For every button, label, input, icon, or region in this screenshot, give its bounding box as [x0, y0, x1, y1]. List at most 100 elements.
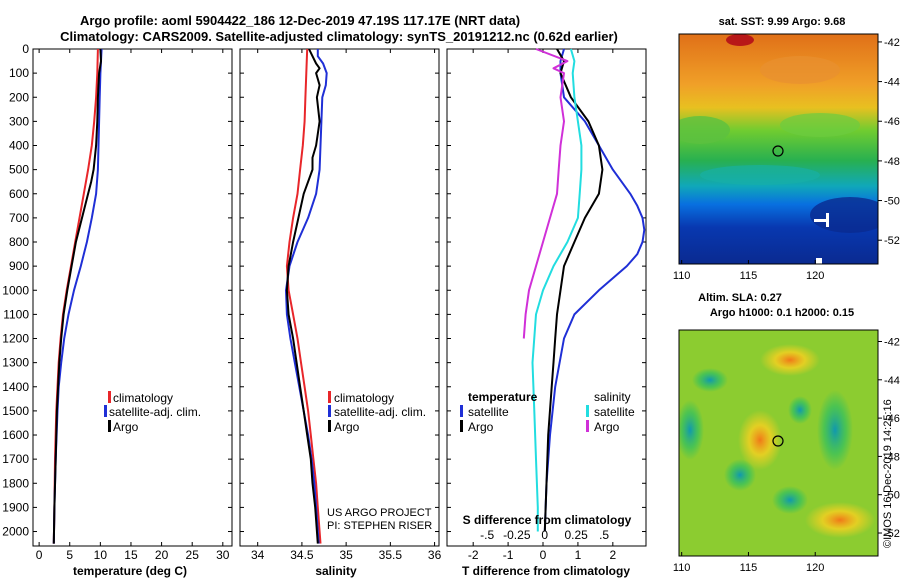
series-line-salinity-argo: [522, 48, 569, 339]
depth-tick-label: 100: [9, 66, 29, 80]
sst-map-ticks: 110 115 120 -42 -44 -46 -48 -50 -52: [673, 37, 900, 282]
legend-swatch-argo: [108, 420, 111, 432]
sst-map-panel: sat. SST: 9.99 Argo: 9.68 110 115 120 -42 -4…: [673, 16, 900, 282]
s-axis-tick-label: 0: [541, 528, 548, 542]
legend-label-temp-argo: Argo: [468, 420, 494, 434]
x-tick-label: 5: [66, 548, 73, 562]
map-y-tick-label: -48: [884, 451, 900, 463]
legend-label-satellite: satellite-adj. clim.: [334, 405, 426, 419]
figure-subtitle: Climatology: CARS2009. Satellite-adjuste…: [60, 29, 618, 44]
legend-swatch-argo: [328, 420, 331, 432]
depth-tick-label: 1700: [2, 452, 29, 466]
x-tick-label: 36: [428, 548, 442, 562]
legend-swatch-climatology: [108, 391, 111, 403]
legend-salinity-heading: salinity: [594, 390, 631, 404]
project-credit-line2: PI: STEPHEN RISER: [327, 520, 432, 532]
legend-label-climatology: climatology: [334, 391, 394, 405]
x-tick-label: 1: [575, 548, 582, 562]
series-line-satellite-adj-clim-: [285, 49, 328, 544]
s-difference-axis-label: S difference from climatology: [463, 513, 632, 527]
project-credit-line1: US ARGO PROJECT: [327, 507, 432, 519]
map-y-tick-label: -42: [884, 336, 900, 348]
legend-swatch-sal-argo: [586, 420, 589, 432]
difference-plot-frame: [446, 48, 647, 547]
legend-label-argo: Argo: [113, 420, 139, 434]
legend-label-sal-satellite: satellite: [594, 405, 635, 419]
x-tick-label: 34: [251, 548, 265, 562]
legend-swatch-sal-satellite: [586, 405, 589, 417]
temperature-plot-frame: [32, 48, 233, 547]
depth-tick-label: 300: [9, 114, 29, 128]
map-y-tick-label: -44: [884, 375, 900, 387]
imos-credit: ©IMOS 16-Dec-2019 14:25:16: [882, 399, 894, 548]
sla-map-panel: Altim. SLA: 0.27 Argo h1000: 0.1 h2000: …: [673, 292, 900, 574]
salinity-series: [285, 48, 328, 544]
series-line-temperature-argo: [543, 48, 604, 532]
map-y-tick-label: -46: [884, 413, 900, 425]
x-tick-label: -2: [468, 548, 479, 562]
x-tick-label: 35.5: [379, 548, 403, 562]
x-tick-label: 10: [94, 548, 108, 562]
depth-tick-label: 500: [9, 163, 29, 177]
depth-tick-label: 1800: [2, 476, 29, 490]
x-tick-label: 15: [124, 548, 138, 562]
s-difference-tick-labels: -.5 -0.25 0 0.25 .5: [480, 528, 609, 542]
legend-swatch-satellite: [104, 405, 107, 417]
sla-map-ticks: 110 115 120 -42 -44 -46 -48 -50 -52: [673, 336, 900, 574]
x-tick-label: 0: [540, 548, 547, 562]
depth-tick-label: 1600: [2, 428, 29, 442]
depth-tick-label: 2000: [2, 525, 29, 539]
map-y-tick-label: -48: [884, 156, 900, 168]
depth-tick-label: 900: [9, 259, 29, 273]
map-x-tick-label: 115: [740, 270, 758, 282]
sst-map-frame: [678, 33, 879, 265]
x-tick-label: 34.5: [290, 548, 314, 562]
depth-tick-label: 1000: [2, 283, 29, 297]
x-tick-label: 20: [155, 548, 169, 562]
series-line-salinity-satellite: [531, 48, 583, 532]
legend-label-climatology: climatology: [113, 391, 173, 405]
salinity-axis-label: salinity: [315, 564, 357, 578]
depth-axis-labels: 0 100 200 300 400 500 600 700 800 900 1000 1100 1200…: [2, 42, 29, 539]
sla-map-frame: [678, 329, 879, 557]
depth-tick-label: 1900: [2, 500, 29, 514]
x-tick-label: 30: [216, 548, 230, 562]
temperature-legend: climatology satellite-adj. clim. Argo: [104, 391, 201, 434]
difference-legend: temperature satellite Argo salinity sate…: [460, 390, 635, 434]
depth-tick-label: 0: [22, 42, 29, 56]
legend-swatch-temp-satellite: [460, 405, 463, 417]
sst-map-title: sat. SST: 9.99 Argo: 9.68: [719, 16, 846, 28]
depth-tick-label: 1200: [2, 332, 29, 346]
salinity-panel: 34 34.5 35 35.5 36 salinity climatology sate…: [239, 48, 442, 578]
sla-map-title: Altim. SLA: 0.27: [698, 292, 782, 304]
depth-tick-label: 1100: [3, 307, 29, 321]
legend-temperature-heading: temperature: [468, 390, 538, 404]
sla-map-image: [679, 330, 878, 556]
t-difference-axis-label: T difference from climatology: [462, 564, 630, 578]
s-axis-tick-label: -.5: [480, 528, 494, 542]
salinity-plot-frame: [239, 48, 440, 547]
sla-map-subtitle: Argo h1000: 0.1 h2000: 0.15: [710, 307, 854, 319]
series-line-temperature-satellite: [543, 48, 646, 532]
map-y-tick-label: -52: [884, 235, 900, 247]
legend-label-sal-argo: Argo: [594, 420, 620, 434]
temperature-ticks: 0 5 10 15 20 25 30: [33, 48, 232, 562]
map-y-tick-label: -50: [884, 196, 900, 208]
figure-title: Argo profile: aoml 5904422_186 12-Dec-20…: [80, 13, 520, 28]
map-x-tick-label: 110: [673, 562, 691, 574]
difference-panel: -2 -1 0 1 2 T difference from climatology S …: [446, 48, 647, 578]
depth-tick-label: 1500: [2, 404, 29, 418]
depth-tick-label: 400: [9, 139, 29, 153]
s-axis-tick-label: 0.25: [564, 528, 588, 542]
difference-series: [522, 48, 646, 532]
series-line-argo: [285, 48, 321, 544]
map-x-tick-label: 110: [673, 270, 691, 282]
depth-tick-label: 200: [9, 90, 29, 104]
depth-tick-label: 600: [9, 187, 29, 201]
legend-label-argo: Argo: [334, 420, 360, 434]
difference-ticks: -2 -1 0 1 2: [447, 48, 646, 562]
s-axis-tick-label: -0.25: [503, 528, 531, 542]
series-line-climatology: [285, 48, 322, 544]
x-tick-label: -1: [503, 548, 514, 562]
